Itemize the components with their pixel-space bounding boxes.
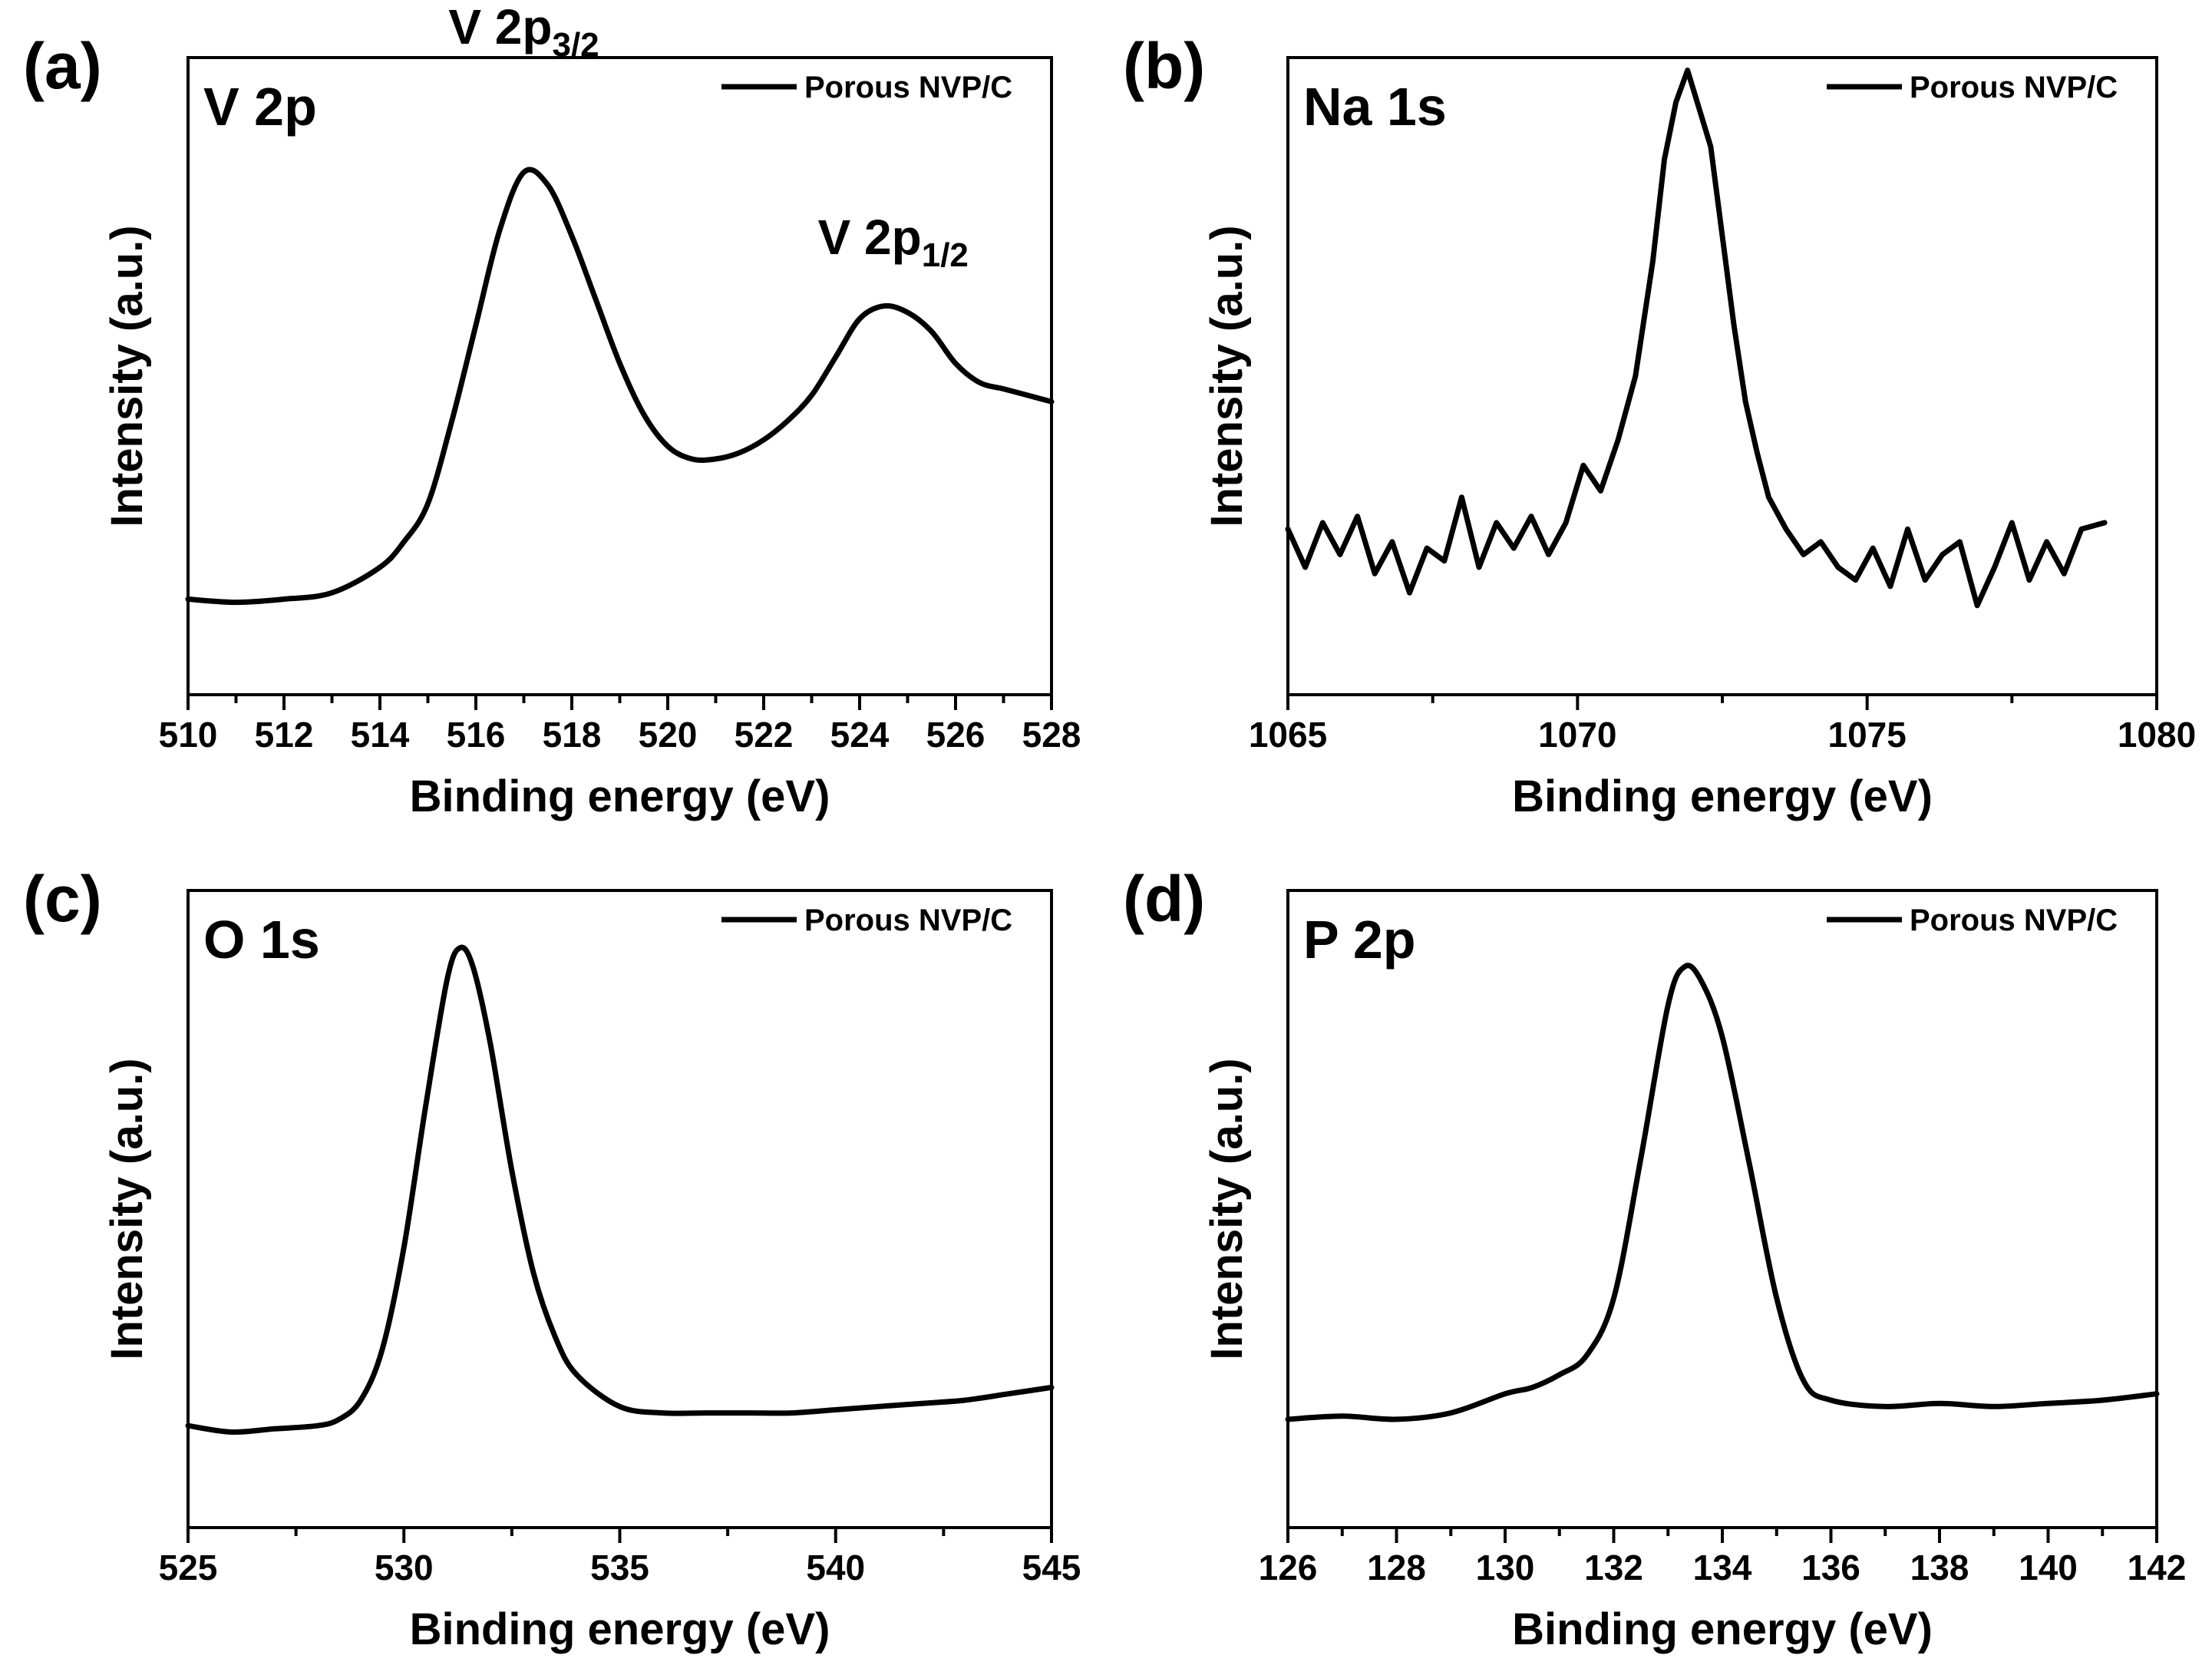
x-tick-label: 525 xyxy=(159,1548,218,1587)
chart-panel-c: 525 530 535 540 545 Binding energy (eV) Intens… xyxy=(23,863,1081,1654)
chart-panel-d: 126 128 130 132 134 136 138 140 142 Binding energ… xyxy=(1123,863,2186,1654)
x-tick-label: 1070 xyxy=(1538,715,1616,755)
series-line-porous-nvp-c xyxy=(1285,963,2160,1422)
x-tick-label: 535 xyxy=(590,1548,649,1587)
plot-frame xyxy=(1286,56,2158,696)
x-tick-label: 510 xyxy=(159,715,218,755)
peak-annotation: V 2p3/2 xyxy=(448,0,599,64)
panel-label: (a) xyxy=(23,30,102,102)
legend-label: Porous NVP/C xyxy=(1910,71,2118,104)
x-tick-label: 540 xyxy=(806,1548,865,1587)
x-tick-label: 1065 xyxy=(1249,715,1327,755)
x-tick-label: 142 xyxy=(2128,1548,2187,1587)
x-tick-label: 126 xyxy=(1259,1548,1318,1587)
element-label: O 1s xyxy=(203,910,320,970)
y-axis-label: Intensity (a.u.) xyxy=(1202,1058,1252,1359)
series-line-porous-nvp-c xyxy=(185,167,1055,606)
series-line-porous-nvp-c xyxy=(1285,68,2108,609)
legend-label: Porous NVP/C xyxy=(804,904,1012,937)
peak-annotation: V 2p1/2 xyxy=(818,210,969,274)
x-tick-label: 526 xyxy=(926,715,985,755)
panel-label: (b) xyxy=(1123,30,1205,102)
x-axis-label: Binding energy (eV) xyxy=(410,771,830,821)
element-label: P 2p xyxy=(1303,910,1416,970)
y-axis-label: Intensity (a.u.) xyxy=(102,225,152,527)
legend-label: Porous NVP/C xyxy=(1910,904,2118,937)
x-axis-label: Binding energy (eV) xyxy=(1512,771,1933,821)
panel-label: (c) xyxy=(23,863,102,935)
x-tick-label: 514 xyxy=(351,715,410,755)
element-label: Na 1s xyxy=(1303,77,1447,137)
x-tick-label: 516 xyxy=(447,715,506,755)
series-line-porous-nvp-c xyxy=(185,944,1055,1435)
panel-label: (d) xyxy=(1123,863,1205,935)
x-tick-label: 530 xyxy=(375,1548,434,1587)
x-tick-label: 140 xyxy=(2019,1548,2078,1587)
x-tick-label: 128 xyxy=(1367,1548,1426,1587)
chart-panel-b: 1065 1070 1075 1080 Binding energy (eV) Inten… xyxy=(1123,30,2196,821)
x-tick-label: 524 xyxy=(830,715,890,755)
element-label: V 2p xyxy=(203,77,317,137)
x-tick-label: 136 xyxy=(1801,1548,1860,1587)
plot-frame xyxy=(187,889,1053,1529)
plot-frame xyxy=(187,56,1053,696)
y-axis-label: Intensity (a.u.) xyxy=(102,1058,152,1359)
legend-label: Porous NVP/C xyxy=(804,71,1012,104)
x-tick-label: 528 xyxy=(1022,715,1081,755)
x-axis-label: Binding energy (eV) xyxy=(410,1604,830,1654)
x-axis-label: Binding energy (eV) xyxy=(1512,1604,1933,1654)
x-tick-label: 130 xyxy=(1476,1548,1535,1587)
x-tick-label: 520 xyxy=(639,715,698,755)
x-tick-label: 545 xyxy=(1022,1548,1081,1587)
x-tick-label: 132 xyxy=(1584,1548,1643,1587)
x-tick-label: 1080 xyxy=(2118,715,2196,755)
plot-frame xyxy=(1286,889,2158,1529)
x-tick-label: 1075 xyxy=(1827,715,1906,755)
x-tick-label: 522 xyxy=(735,715,794,755)
x-tick-label: 518 xyxy=(543,715,602,755)
y-axis-label: Intensity (a.u.) xyxy=(1202,225,1252,527)
x-tick-label: 512 xyxy=(255,715,314,755)
chart-panel-a: 510 512 514 516 518 520 522 524 526 528 Binding en… xyxy=(23,0,1081,821)
x-tick-label: 134 xyxy=(1693,1548,1752,1587)
x-tick-label: 138 xyxy=(1910,1548,1969,1587)
